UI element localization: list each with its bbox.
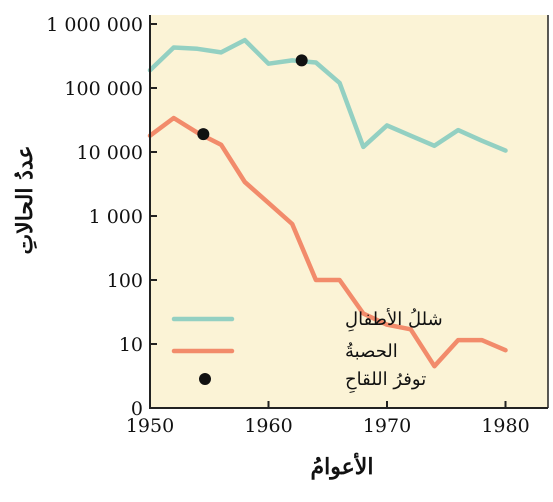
legend-vaccine-label: توفرُ اللقاحِ <box>345 369 426 393</box>
legend-measles-label: الحصبةُ <box>345 341 398 362</box>
x-tick-label: 1960 <box>244 415 292 437</box>
y-tick-label: 100 <box>107 270 143 292</box>
x-tick-label: 1950 <box>126 415 174 437</box>
x-tick-label: 1980 <box>481 415 529 437</box>
legend: شللُ الأطفالِ الحصبةُ توفرُ اللقاحِ <box>171 307 443 393</box>
y-tick-label: 100 000 <box>64 78 143 100</box>
vaccine-marker-1 <box>197 128 210 141</box>
series-polio-line <box>147 37 508 153</box>
axes-layer <box>149 15 549 409</box>
legend-polio-label: شللُ الأطفالِ <box>345 307 443 332</box>
y-tick-label: 10 000 <box>77 142 143 164</box>
y-axis-title: عددُ الحالاتِ <box>12 145 38 254</box>
y-tick-label: 1 000 <box>89 206 143 228</box>
y-tick-label: 0 <box>131 398 143 420</box>
y-tick-label: 10 <box>119 334 143 356</box>
vaccine-marker-2 <box>295 54 308 67</box>
series-measles-line <box>147 115 508 369</box>
x-tick-label: 1970 <box>363 415 411 437</box>
legend-vaccine-swatch <box>199 373 211 385</box>
plot-area <box>150 15 548 408</box>
x-axis-title: الأعوامُ <box>311 452 374 480</box>
tick-labels: 0 10 100 1 000 10 000 100 000 1 000 000 1950 196… <box>46 14 529 437</box>
series-layer <box>147 37 508 369</box>
y-tick-label: 1 000 000 <box>46 14 143 36</box>
